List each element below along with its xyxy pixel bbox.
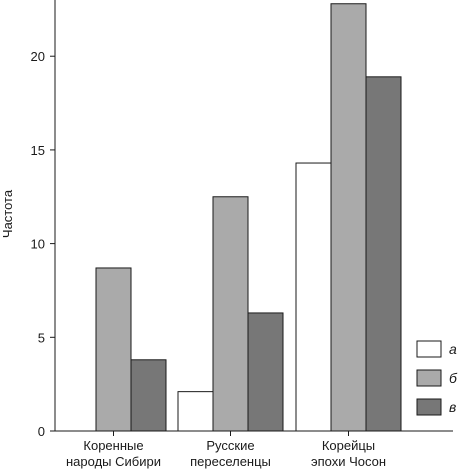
y-tick-label-0: 0: [38, 424, 45, 439]
legend-label-3: в: [449, 399, 456, 415]
y-tick-label-15: 15: [31, 143, 45, 158]
y-tick-label-20: 20: [31, 49, 45, 64]
y-tick-label-5: 5: [38, 330, 45, 345]
category-label-2-line-1: Русские: [206, 438, 254, 453]
category-label-1-line-1: Коренные: [83, 438, 143, 453]
category-label-3-line-1: Корейцы: [322, 438, 375, 453]
bar-3-series-2: [330, 3, 367, 432]
legend-label-2: б: [449, 370, 458, 386]
bar-1-series-2: [95, 267, 132, 432]
bar-2-series-3: [247, 312, 284, 432]
bar-1-series-3: [130, 359, 167, 432]
legend-swatch-1: [416, 340, 442, 358]
bar-3-series-1: [295, 162, 332, 432]
bars-layer: [95, 3, 402, 432]
y-tick-label-10: 10: [31, 237, 45, 252]
legend-label-1: а: [449, 341, 457, 357]
bar-2-series-1: [177, 391, 214, 432]
legend-swatch-3: [416, 398, 442, 416]
category-label-2-line-2: переселенцы: [190, 454, 271, 469]
bar-3-series-3: [365, 76, 402, 432]
category-label-3-line-2: эпохи Чосон: [311, 454, 386, 469]
bar-2-series-2: [212, 196, 249, 432]
y-axis-label: Частота: [0, 189, 15, 238]
legend: абв: [416, 340, 458, 416]
legend-swatch-2: [416, 369, 442, 387]
category-label-1-line-2: народы Сибири: [66, 454, 161, 469]
